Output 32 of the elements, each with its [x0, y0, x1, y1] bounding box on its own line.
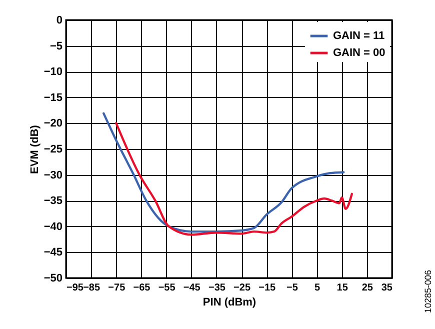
x-tick-label: −45 [183, 282, 201, 294]
y-tick-label: −5 [50, 40, 62, 52]
x-tick-label: 25 [362, 282, 374, 294]
x-tick-label: −75 [108, 282, 126, 294]
y-tick-label: −25 [44, 144, 62, 156]
x-tick-label: −25 [234, 282, 251, 294]
y-tick-label: −50 [44, 272, 62, 284]
x-tick-label: −95 [66, 282, 84, 294]
y-tick-label: −45 [44, 246, 62, 259]
x-tick-label: −55 [158, 282, 176, 294]
x-tick-label: −5 [286, 282, 298, 294]
y-tick-label: −15 [44, 92, 62, 104]
y-axis-title: EVM (dB) [28, 124, 41, 174]
y-tick-label: 0 [56, 14, 62, 26]
x-tick-label: −65 [133, 282, 151, 294]
y-tick-label: −35 [44, 195, 62, 208]
line-series [115, 122, 353, 236]
y-tick-label: −20 [44, 118, 62, 130]
x-tick-label: −15 [258, 282, 276, 294]
y-tick-label: −30 [44, 169, 62, 182]
y-tick-label: −10 [44, 66, 62, 78]
x-tick-label: 15 [336, 282, 348, 294]
text: 10285-006 [423, 270, 433, 314]
legend-label: GAIN = 00 [333, 47, 386, 59]
x-tick-label: 35 [381, 282, 393, 294]
x-tick-label: −35 [208, 282, 226, 294]
line-series [102, 112, 345, 233]
x-tick-label: −85 [83, 282, 100, 294]
y-tick-label: −40 [44, 220, 62, 233]
x-tick-label: 5 [314, 282, 320, 294]
legend-label: GAIN = 11 [333, 30, 385, 42]
x-axis-title: PIN (dBm) [202, 296, 256, 308]
